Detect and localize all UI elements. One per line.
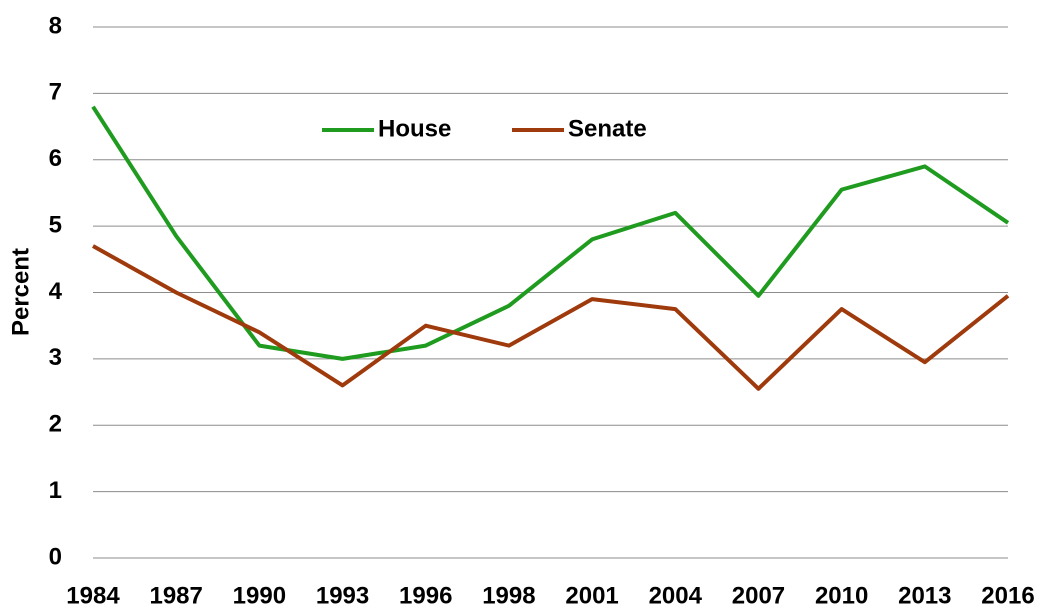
x-tick-label: 2016 (981, 582, 1034, 609)
y-tick-label: 5 (49, 211, 62, 238)
y-tick-label: 2 (49, 411, 62, 438)
y-tick-label: 0 (49, 543, 62, 570)
y-tick-label: 6 (49, 145, 62, 172)
x-tick-label: 2007 (732, 582, 785, 609)
x-tick-label: 2013 (898, 582, 951, 609)
x-tick-label: 1987 (149, 582, 202, 609)
x-tick-label: 2001 (565, 582, 618, 609)
x-tick-label: 1984 (66, 582, 120, 609)
line-series (92, 244, 1010, 391)
x-tick-label: 2010 (815, 582, 868, 609)
y-tick-label: 4 (49, 278, 63, 305)
legend-label: Senate (568, 115, 647, 142)
x-tick-label: 2004 (649, 582, 703, 609)
y-tick-label: 3 (49, 344, 62, 371)
legend-label: House (378, 115, 451, 142)
y-tick-label: 8 (49, 12, 62, 39)
y-tick-label: 7 (49, 79, 62, 106)
y-tick-label: 1 (49, 477, 62, 504)
y-axis-label: Percent (7, 248, 34, 336)
x-tick-label: 1996 (399, 582, 452, 609)
x-tick-label: 1990 (233, 582, 286, 609)
x-tick-label: 1993 (316, 582, 369, 609)
x-tick-label: 1998 (482, 582, 535, 609)
